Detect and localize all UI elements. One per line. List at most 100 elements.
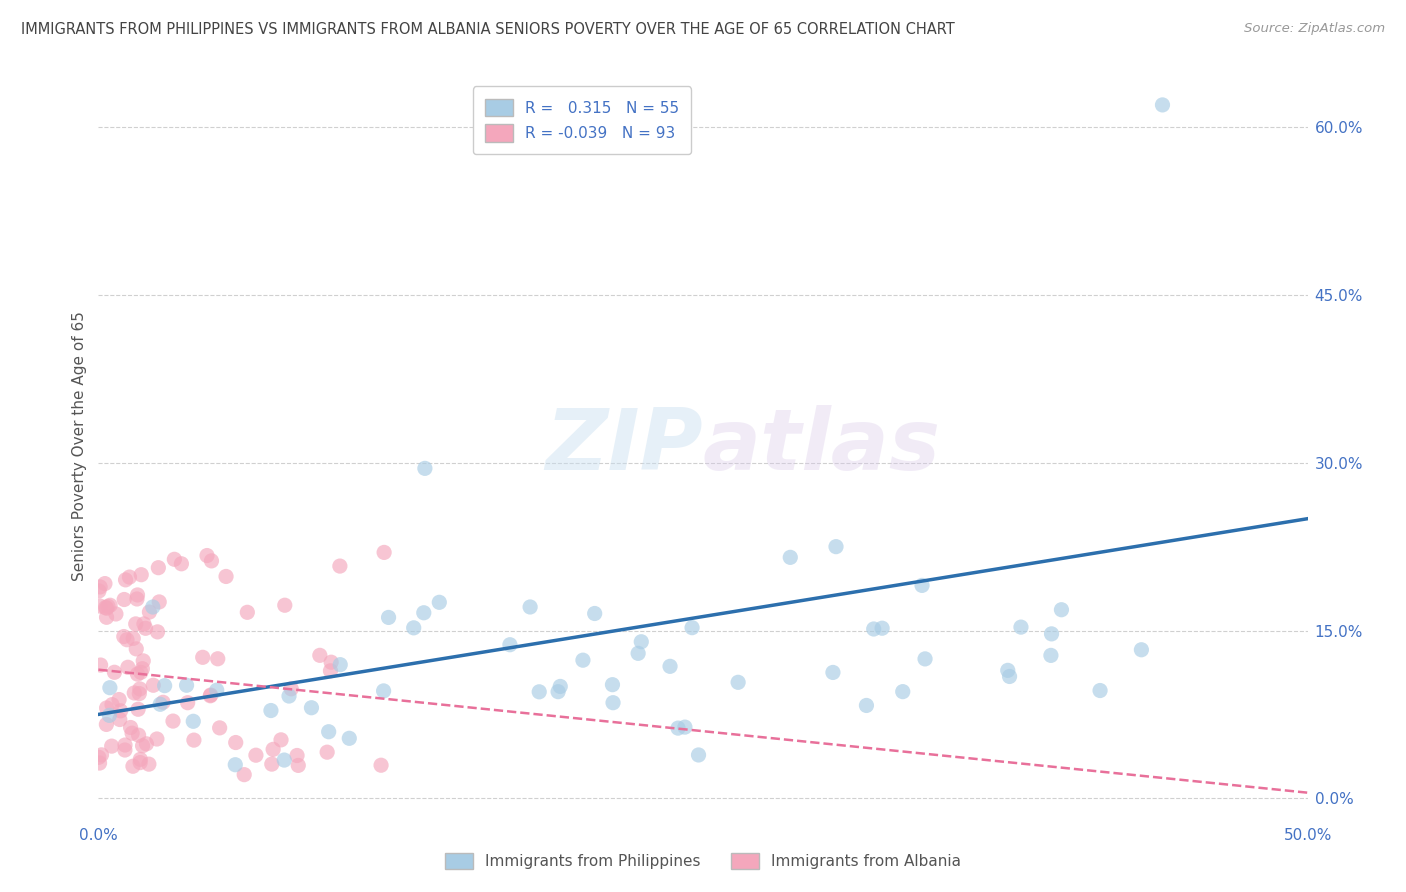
Point [87, 584, 110, 599]
Point [583, 607, 606, 621]
Point [125, 591, 148, 606]
Point [122, 759, 145, 773]
Point [688, 747, 710, 762]
Point [114, 743, 136, 757]
Point [114, 573, 136, 587]
Point [98, 681, 121, 695]
Point [152, 695, 174, 709]
Point [94, 576, 117, 591]
Point [205, 683, 228, 698]
Point [96, 610, 118, 624]
Point [104, 607, 127, 621]
Point [627, 646, 650, 660]
Point [122, 686, 145, 700]
Point [208, 721, 231, 735]
Point [1088, 683, 1111, 698]
Point [112, 630, 135, 644]
Point [103, 665, 125, 680]
Point [329, 657, 352, 672]
Point [115, 632, 138, 647]
Point [148, 595, 170, 609]
Point [285, 748, 308, 763]
Point [821, 665, 844, 680]
Point [862, 622, 884, 636]
Point [108, 713, 131, 727]
Text: Source: ZipAtlas.com: Source: ZipAtlas.com [1244, 22, 1385, 36]
Point [101, 698, 124, 712]
Text: IMMIGRANTS FROM PHILIPPINES VS IMMIGRANTS FROM ALBANIA SENIORS POVERTY OVER THE : IMMIGRANTS FROM PHILIPPINES VS IMMIGRANT… [21, 22, 955, 37]
Point [377, 610, 399, 624]
Point [273, 753, 295, 767]
Point [200, 689, 222, 703]
Point [1130, 642, 1153, 657]
Point [630, 634, 652, 648]
Point [370, 758, 392, 772]
Point [572, 653, 595, 667]
Point [373, 684, 395, 698]
Point [114, 738, 136, 752]
Point [287, 758, 309, 772]
Point [132, 616, 155, 631]
Point [548, 680, 571, 694]
Point [149, 698, 172, 712]
Point [779, 550, 801, 565]
Point [96, 601, 118, 615]
Point [170, 557, 193, 571]
Point [162, 714, 184, 728]
Point [191, 650, 214, 665]
Point [413, 461, 436, 475]
Point [329, 559, 352, 574]
Point [121, 726, 143, 740]
Point [855, 698, 877, 713]
Point [215, 569, 238, 583]
Point [260, 704, 283, 718]
Point [200, 554, 222, 568]
Legend: Immigrants from Philippines, Immigrants from Albania: Immigrants from Philippines, Immigrants … [439, 847, 967, 875]
Point [98, 708, 121, 723]
Point [402, 621, 425, 635]
Point [891, 684, 914, 698]
Point [135, 737, 157, 751]
Point [176, 678, 198, 692]
Point [153, 679, 176, 693]
Point [245, 748, 267, 763]
Point [127, 588, 149, 602]
Point [120, 721, 142, 735]
Point [89, 756, 111, 770]
Point [163, 552, 186, 566]
Point [270, 732, 292, 747]
Point [233, 767, 256, 781]
Point [181, 714, 204, 729]
Point [129, 567, 152, 582]
Point [260, 757, 283, 772]
Point [131, 739, 153, 753]
Point [122, 632, 145, 646]
Point [183, 733, 205, 747]
Point [681, 621, 703, 635]
Point [89, 580, 111, 594]
Point [547, 684, 569, 698]
Point [135, 621, 157, 635]
Point [997, 664, 1019, 678]
Point [529, 685, 551, 699]
Point [321, 655, 343, 669]
Point [128, 681, 150, 696]
Point [318, 724, 340, 739]
Legend: R =   0.315   N = 55, R = -0.039   N = 93: R = 0.315 N = 55, R = -0.039 N = 93 [472, 87, 692, 153]
Point [659, 659, 682, 673]
Point [117, 660, 139, 674]
Point [373, 545, 395, 559]
Point [519, 599, 541, 614]
Point [301, 700, 323, 714]
Point [90, 747, 112, 762]
Point [131, 662, 153, 676]
Point [236, 605, 259, 619]
Point [112, 592, 135, 607]
Point [274, 599, 297, 613]
Point [97, 599, 120, 614]
Point [280, 681, 302, 696]
Point [499, 638, 522, 652]
Point [128, 687, 150, 701]
Point [602, 696, 624, 710]
Point [96, 701, 118, 715]
